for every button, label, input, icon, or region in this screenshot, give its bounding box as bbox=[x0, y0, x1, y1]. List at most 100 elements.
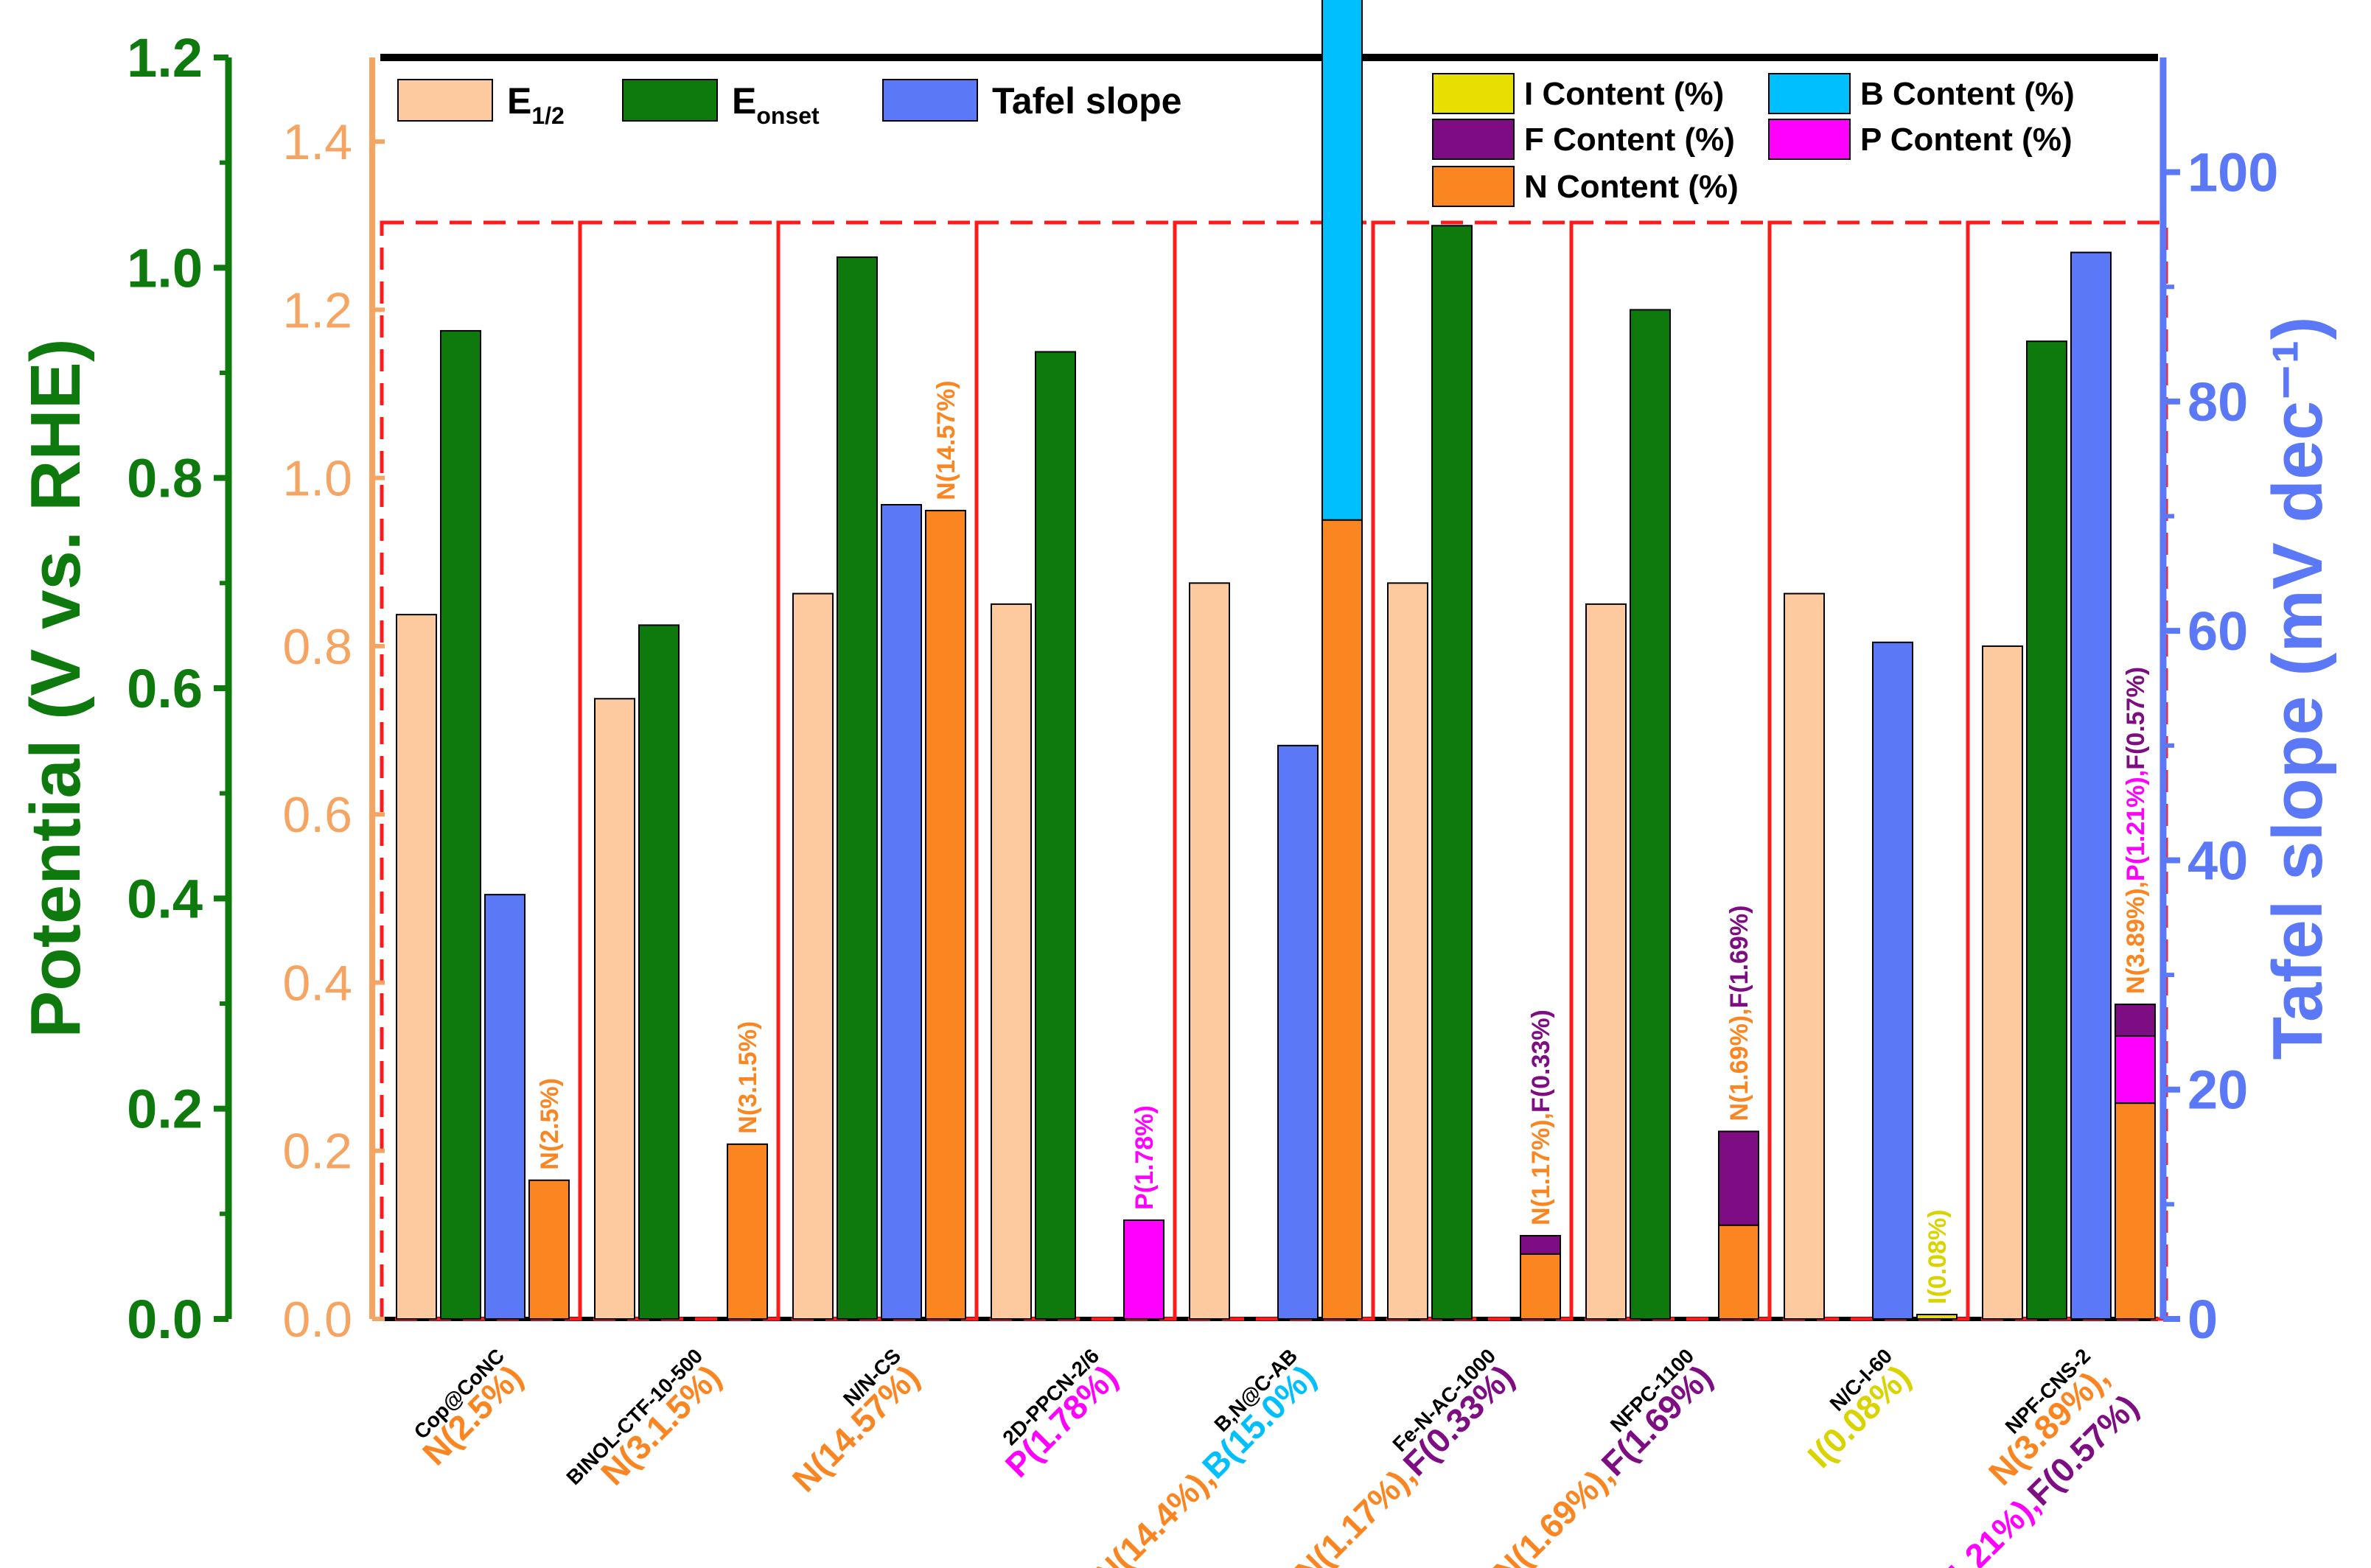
content-value-label-part: N(3.1.5%) bbox=[734, 1021, 762, 1134]
legend-content-swatch bbox=[1768, 73, 1851, 114]
legend-label-main: E bbox=[732, 80, 756, 122]
e-onset-bar bbox=[1035, 351, 1076, 1320]
tafel-bar bbox=[881, 503, 922, 1320]
e-onset-bar bbox=[837, 256, 878, 1320]
e-onset-bar bbox=[638, 624, 680, 1320]
tafel-bar bbox=[1872, 641, 1913, 1320]
content-value-label-part: I(0.08%) bbox=[1924, 1209, 1952, 1304]
content-value-label-part: F(0.57%) bbox=[2122, 667, 2150, 770]
content-value-label-part: N(14.57%) bbox=[932, 380, 960, 500]
x-composition-label-part: N(14.4%), bbox=[1086, 1459, 1221, 1568]
tafel-bar bbox=[484, 894, 525, 1320]
legend-swatch bbox=[622, 79, 718, 122]
content-value-label: N(2.5%) bbox=[536, 1078, 564, 1170]
legend-label-main: Tafel slope bbox=[992, 80, 1181, 122]
content-bar-segment bbox=[925, 509, 966, 1320]
content-bar-segment bbox=[1718, 1224, 1759, 1320]
content-bar-segment bbox=[1123, 1219, 1164, 1320]
content-value-label-part: , bbox=[1725, 1008, 1753, 1015]
content-value-label: N(3.89%),P(1.21%),F(0.57%) bbox=[2122, 667, 2150, 994]
legend-label: Tafel slope bbox=[992, 80, 1181, 122]
y-left-inner-tick-label: 0.8 bbox=[282, 619, 352, 675]
legend-label-subscript: 1/2 bbox=[531, 102, 564, 129]
content-value-label-part: N(2.5%) bbox=[536, 1078, 564, 1170]
legend-label-main: E bbox=[507, 80, 531, 122]
e-half-bar bbox=[1784, 592, 1825, 1320]
x-composition-label-part: P(1.21%), bbox=[1913, 1485, 2047, 1568]
content-value-label: I(0.08%) bbox=[1924, 1209, 1952, 1304]
content-value-label-part: P(1.21%) bbox=[2122, 777, 2150, 881]
content-bar-segment bbox=[1321, 519, 1363, 1320]
y-left-outer-tick-label: 1.2 bbox=[127, 27, 203, 88]
tafel-bar bbox=[1277, 744, 1319, 1320]
content-value-label-part: N(1.69%) bbox=[1725, 1015, 1753, 1121]
content-value-label-part: , bbox=[1527, 1113, 1555, 1119]
x-composition-label: N(1.17%),F(0.33%) bbox=[1288, 1357, 1521, 1568]
y-left-outer-tick-label: 0.8 bbox=[127, 448, 203, 509]
e-half-bar bbox=[396, 614, 437, 1320]
legend-content-label: P Content (%) bbox=[1860, 122, 2073, 158]
content-value-label-part: N(3.89%) bbox=[2122, 888, 2150, 994]
y-left-outer-tick-label: 0.0 bbox=[127, 1289, 203, 1350]
e-onset-bar bbox=[2026, 340, 2067, 1320]
legend-content-label: I Content (%) bbox=[1524, 76, 1724, 112]
e-onset-bar bbox=[1630, 309, 1671, 1320]
legend-content-swatch bbox=[1432, 166, 1515, 207]
content-value-label: N(3.1.5%) bbox=[734, 1021, 762, 1134]
legend-content-label: F Content (%) bbox=[1524, 122, 1735, 158]
legend-label: E1/2 bbox=[507, 80, 565, 129]
legend-content-swatch bbox=[1432, 119, 1515, 160]
content-bar-segment bbox=[2115, 1004, 2156, 1037]
content-bar-segment bbox=[1520, 1235, 1561, 1255]
e-half-bar bbox=[1982, 645, 2023, 1320]
y-right-tick-label: 100 bbox=[2187, 142, 2278, 203]
content-bar-segment bbox=[1321, 0, 1363, 521]
content-bar-segment bbox=[1916, 1313, 1958, 1320]
legend-swatch bbox=[397, 79, 493, 122]
y-left-inner-tick-label: 1.0 bbox=[282, 451, 352, 507]
legend-content-label: B Content (%) bbox=[1860, 76, 2075, 112]
tafel-bar bbox=[2070, 251, 2112, 1320]
y-left-outer-tick-label: 0.4 bbox=[127, 868, 203, 929]
x-composition-label-part: N(1.17%), bbox=[1288, 1456, 1422, 1568]
content-value-label: P(1.78%) bbox=[1131, 1105, 1159, 1210]
content-bar-segment bbox=[727, 1143, 768, 1320]
y-left-inner-tick-label: 0.0 bbox=[282, 1292, 352, 1348]
legend-content-swatch bbox=[1768, 119, 1851, 160]
y-axis-right-title: Tafel slope (mV dec⁻¹) bbox=[2258, 316, 2337, 1060]
legend-label-subscript: onset bbox=[756, 102, 820, 129]
content-value-label-part: F(1.69%) bbox=[1725, 906, 1753, 1009]
y-left-outer-tick-label: 0.6 bbox=[127, 658, 203, 719]
y-left-outer-tick-label: 1.0 bbox=[127, 237, 203, 298]
e-half-bar bbox=[1189, 582, 1230, 1320]
y-right-tick-label: 60 bbox=[2187, 601, 2248, 662]
legend-label: Eonset bbox=[732, 80, 820, 129]
e-half-bar bbox=[594, 698, 635, 1320]
content-value-label-part: F(0.33%) bbox=[1527, 1009, 1555, 1113]
e-half-bar bbox=[1585, 603, 1627, 1320]
legend-content-swatch bbox=[1432, 73, 1515, 114]
x-composition-label-part: N(1.69%), bbox=[1486, 1456, 1621, 1568]
content-value-label: N(1.17%),F(0.33%) bbox=[1527, 1009, 1555, 1225]
y-right-tick-label: 20 bbox=[2187, 1060, 2248, 1121]
x-composition-label: N(1.69%),F(1.69%) bbox=[1486, 1357, 1719, 1568]
y-right-tick-label: 80 bbox=[2187, 371, 2248, 433]
content-value-label-part: P(1.78%) bbox=[1131, 1105, 1159, 1210]
content-bar-segment bbox=[2115, 1102, 2156, 1320]
y-right-tick-label: 0 bbox=[2187, 1289, 2218, 1350]
content-value-label-part: , bbox=[2122, 881, 2150, 888]
content-value-label-part: , bbox=[2122, 770, 2150, 777]
content-bar-segment bbox=[528, 1179, 570, 1320]
content-bar-segment bbox=[2115, 1035, 2156, 1105]
content-value-label-part: N(1.17%) bbox=[1527, 1119, 1555, 1225]
content-value-label: N(14.57%) bbox=[932, 380, 960, 500]
x-composition-label: N(14.4%),B(15.0%) bbox=[1086, 1357, 1323, 1568]
e-onset-bar bbox=[1431, 225, 1473, 1320]
content-bar-segment bbox=[1520, 1253, 1561, 1320]
legend-swatch bbox=[882, 79, 978, 122]
content-bar-segment bbox=[1718, 1130, 1759, 1226]
y-left-inner-tick-label: 0.6 bbox=[282, 787, 352, 843]
e-half-bar bbox=[991, 603, 1032, 1320]
y-left-inner-tick-label: 1.2 bbox=[282, 282, 352, 338]
